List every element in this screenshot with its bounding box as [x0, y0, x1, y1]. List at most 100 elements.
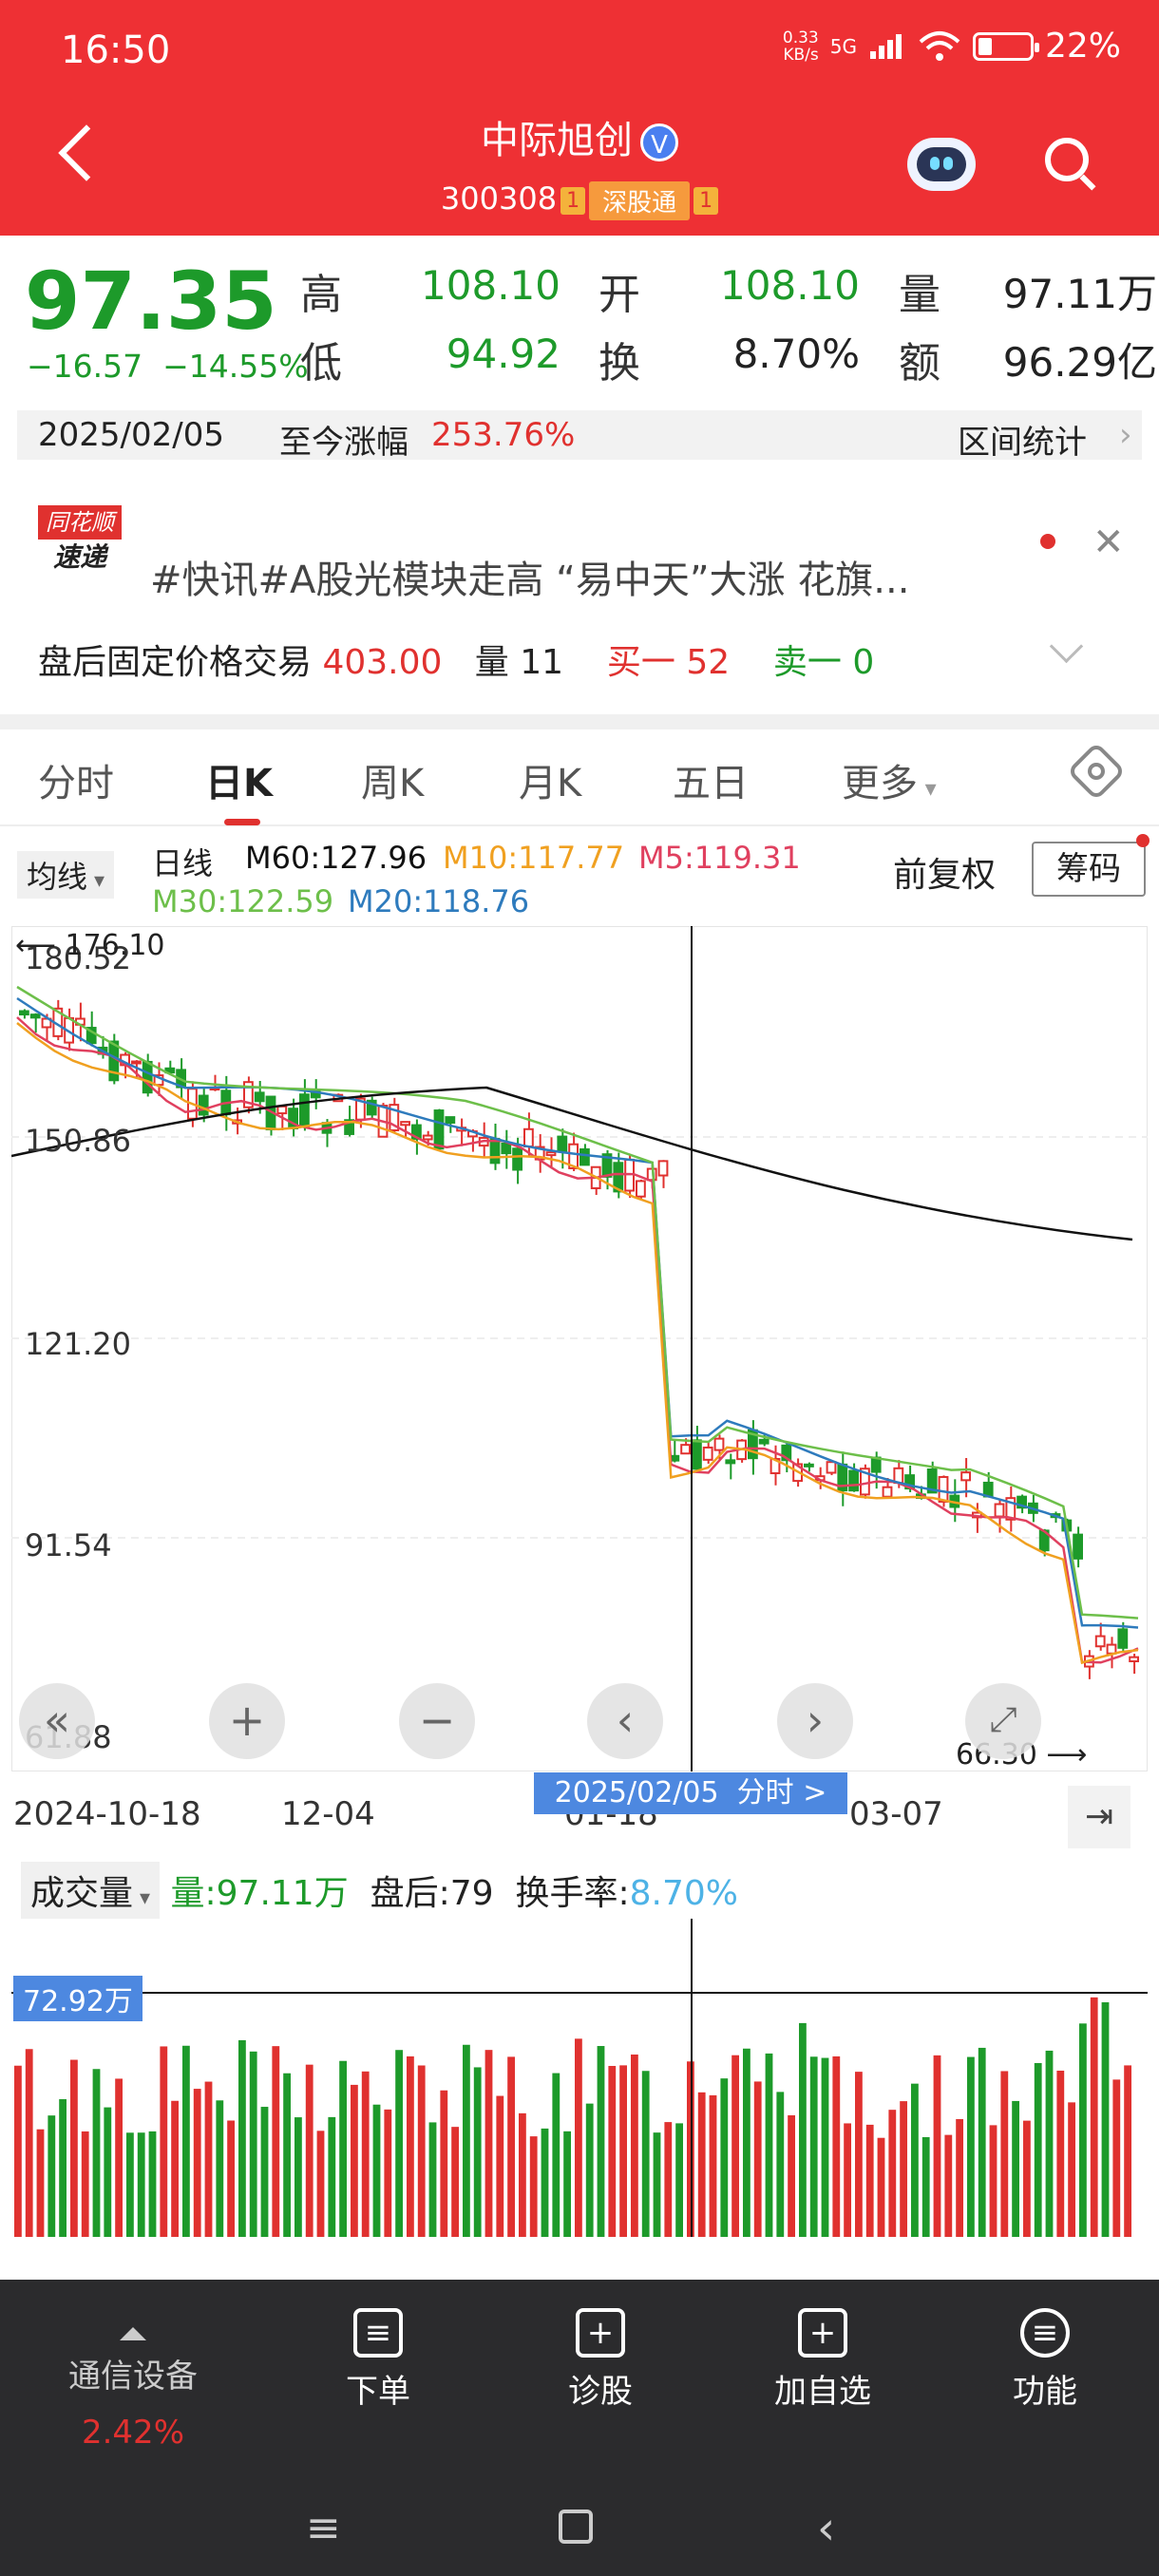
tab-intraday[interactable]: 分时: [38, 762, 114, 805]
candle-body: [29, 1013, 41, 1019]
candle-body: [713, 1437, 725, 1451]
search-icon[interactable]: [1045, 138, 1089, 181]
candle-body: [601, 1153, 613, 1178]
volume-bar: [294, 2117, 302, 2237]
section-divider: [0, 714, 1159, 729]
volume-bar: [933, 2055, 941, 2237]
recent-apps-icon[interactable]: ≡: [306, 2504, 341, 2552]
volume-bar: [81, 2131, 89, 2237]
candle-body: [1106, 1643, 1117, 1655]
ma-select[interactable]: 均线 ▾: [17, 851, 115, 899]
tab-monthly[interactable]: 月K: [519, 762, 582, 805]
low-label: 低: [300, 339, 342, 388]
volume-bar: [765, 2053, 773, 2237]
ma20-value: M20:118.76: [348, 883, 530, 919]
zoom-in-button[interactable]: +: [209, 1683, 285, 1759]
fullscreen-icon[interactable]: ⤢: [965, 1683, 1041, 1759]
scroll-right-button[interactable]: ›: [777, 1683, 853, 1759]
open-label: 开: [598, 271, 640, 319]
volume-level-label: 72.92万: [13, 1976, 142, 2021]
volume-bar: [989, 2125, 998, 2237]
candle-body: [1073, 1533, 1083, 1560]
ma10-value: M10:117.77: [443, 840, 625, 876]
candle-body: [433, 1109, 445, 1150]
volume-bar: [631, 2055, 638, 2237]
volume-bar: [653, 2132, 661, 2237]
max-marker: ⟵ 176.10: [15, 929, 165, 962]
ma-line: [16, 1016, 1139, 1664]
stock-subtitle: 300308 1 深股通 1: [0, 180, 1159, 220]
candle-body: [445, 1116, 456, 1125]
turnover-value: 8.70%: [732, 331, 860, 377]
robot-assistant-icon[interactable]: [907, 138, 976, 191]
tab-weekly[interactable]: 周K: [361, 762, 425, 805]
scroll-left-button[interactable]: ‹: [587, 1683, 663, 1759]
kline-chart[interactable]: [11, 926, 1148, 1771]
news-headline[interactable]: #快讯#A股光模块走高 “易中天”大涨 花旗...: [150, 559, 910, 602]
adjust-mode[interactable]: 前复权: [893, 856, 997, 895]
candle-body: [568, 1143, 580, 1169]
order-icon: ≡: [353, 2308, 403, 2358]
y-tick-4: 91.54: [25, 1527, 112, 1563]
close-icon[interactable]: ✕: [1092, 521, 1125, 564]
volume-chart[interactable]: [11, 1919, 1148, 2237]
volume-bar: [529, 2136, 538, 2237]
rewind-button[interactable]: «: [19, 1683, 95, 1759]
ma-line: [16, 996, 1139, 1629]
ma60-line: [11, 1086, 1133, 1241]
candle-body: [826, 1461, 837, 1474]
jump-to-end-icon[interactable]: ⇥: [1068, 1786, 1130, 1848]
chart-frame: [11, 926, 1148, 1771]
gain-label: 至今涨幅: [279, 424, 408, 462]
volume-bar: [944, 2134, 953, 2237]
home-icon[interactable]: [559, 2510, 593, 2544]
tab-daily[interactable]: 日K: [205, 762, 273, 805]
candle-body: [164, 1067, 176, 1074]
chevron-right-icon: ›: [1119, 416, 1132, 454]
volume-bar: [541, 2128, 549, 2237]
after-hours-trade: 盘后固定价格交易 403.00 量 11 买一 52 卖一 0: [38, 643, 875, 682]
nav-back-icon[interactable]: ‹: [817, 2502, 836, 2555]
open-value: 108.10: [720, 262, 860, 309]
volume-bar: [272, 2046, 280, 2237]
volume-bar: [115, 2078, 123, 2237]
candle-body: [557, 1135, 568, 1153]
volume-select[interactable]: 成交量 ▾: [21, 1862, 161, 1919]
volume-bar: [227, 2120, 235, 2237]
date-bar[interactable]: 2025/02/05 至今涨幅 253.76% 区间统计 ›: [17, 410, 1142, 462]
sector-button[interactable]: 通信设备 2.42%: [38, 2327, 228, 2452]
diagnose-button[interactable]: + 诊股: [534, 2308, 667, 2412]
price-change: −16.57 −14.55%: [27, 348, 309, 385]
volume-bar: [978, 2047, 986, 2237]
function-button[interactable]: ≡ 功能: [978, 2308, 1112, 2412]
chip-button[interactable]: 筹码: [1032, 842, 1146, 897]
min-marker: 66.30 ⟶: [956, 1738, 1088, 1771]
volume-bar: [709, 2094, 717, 2237]
volume-bar: [732, 2055, 739, 2237]
status-bar: 16:50 0.33 KB/s 5G 22%: [0, 0, 1159, 104]
volume-bar: [407, 2055, 414, 2237]
add-icon: +: [798, 2308, 847, 2358]
order-button[interactable]: ≡ 下单: [312, 2308, 445, 2412]
candle-body: [19, 1010, 29, 1016]
candle-body: [848, 1469, 860, 1492]
volume-bar: [316, 2131, 325, 2237]
volume-bar: [753, 2081, 762, 2237]
stock-title: 中际旭创 V: [0, 109, 1159, 164]
tab-more[interactable]: 更多 ▾: [842, 762, 937, 805]
crosshair-date-pill[interactable]: 2025/02/05 分时 >: [534, 1772, 847, 1814]
chevron-down-icon[interactable]: [1049, 629, 1084, 664]
volume-bar: [160, 2046, 168, 2237]
candle-body: [489, 1137, 501, 1165]
volume-bar: [1112, 2079, 1121, 2237]
y-tick-2: 150.86: [25, 1123, 131, 1159]
zoom-out-button[interactable]: −: [399, 1683, 475, 1759]
diagnose-icon: +: [576, 2308, 625, 2358]
volume-bar: [697, 2092, 706, 2237]
tab-five-day[interactable]: 五日: [673, 762, 749, 805]
interval-stats[interactable]: 区间统计: [958, 424, 1087, 462]
volume-bar: [1079, 2023, 1087, 2237]
candle-body: [86, 1027, 97, 1045]
volume-bar: [339, 2060, 347, 2237]
add-watchlist-button[interactable]: + 加自选: [756, 2308, 889, 2412]
